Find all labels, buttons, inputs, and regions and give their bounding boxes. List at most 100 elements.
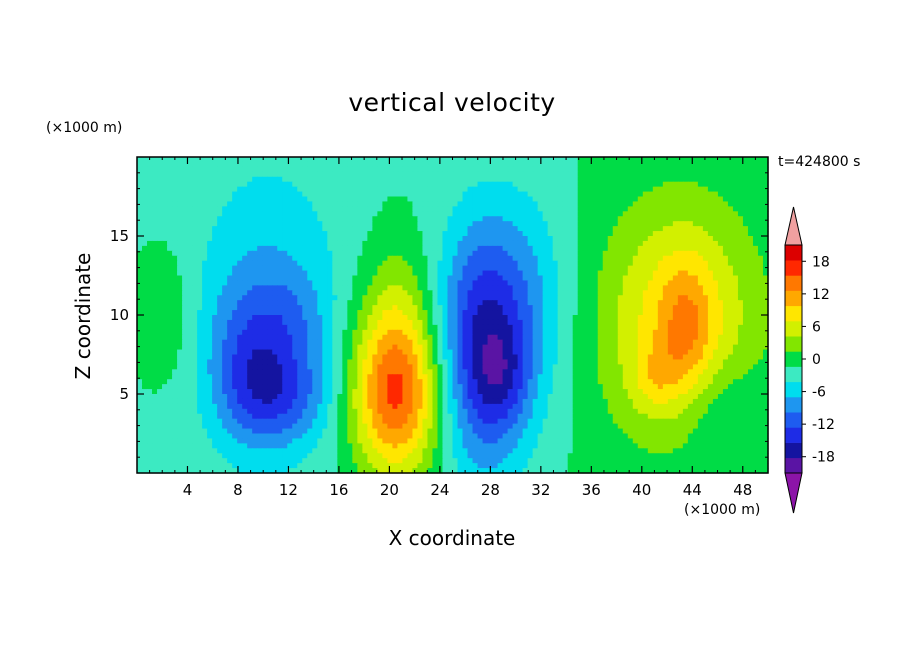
contour-cell bbox=[567, 300, 574, 306]
contour-cell bbox=[502, 166, 509, 173]
contour-cell bbox=[517, 349, 524, 356]
contour-cell bbox=[597, 334, 604, 341]
contour-cell bbox=[292, 250, 298, 257]
contour-cell bbox=[197, 290, 203, 296]
contour-cell bbox=[197, 349, 203, 356]
contour-cell bbox=[622, 334, 629, 341]
contour-cell bbox=[337, 310, 343, 316]
contour-cell bbox=[357, 339, 363, 346]
contour-cell bbox=[367, 231, 373, 237]
contour-cell bbox=[172, 231, 178, 237]
contour-cell bbox=[712, 270, 719, 277]
contour-cell bbox=[207, 206, 213, 212]
contour-cell bbox=[172, 324, 178, 331]
contour-cell bbox=[257, 280, 263, 286]
contour-cell bbox=[712, 329, 719, 336]
contour-cell bbox=[752, 221, 759, 227]
contour-cell bbox=[242, 171, 248, 178]
contour-cell bbox=[547, 245, 554, 252]
contour-cell bbox=[722, 236, 729, 242]
contour-cell bbox=[552, 300, 559, 306]
contour-cell bbox=[602, 240, 609, 247]
contour-cell bbox=[652, 240, 659, 247]
contour-cell bbox=[722, 176, 729, 183]
contour-cell bbox=[272, 255, 278, 262]
contour-cell bbox=[237, 305, 243, 311]
contour-cell bbox=[417, 186, 424, 193]
contour-cell bbox=[622, 329, 629, 336]
contour-cell bbox=[312, 285, 318, 291]
contour-cell bbox=[522, 339, 529, 346]
contour-cell bbox=[352, 324, 358, 331]
contour-cell bbox=[702, 201, 709, 207]
contour-cell bbox=[227, 231, 233, 237]
contour-cell bbox=[517, 275, 524, 282]
contour-cell bbox=[722, 324, 729, 331]
contour-cell bbox=[442, 231, 449, 237]
contour-cell bbox=[472, 280, 479, 286]
contour-cell bbox=[382, 201, 388, 207]
contour-cell bbox=[692, 280, 699, 286]
contour-cell bbox=[622, 295, 629, 301]
contour-cell bbox=[462, 270, 469, 277]
contour-cell bbox=[247, 270, 253, 277]
contour-cell bbox=[762, 245, 769, 252]
contour-cell bbox=[742, 176, 749, 183]
contour-cell bbox=[367, 161, 373, 168]
contour-cell bbox=[452, 319, 459, 326]
contour-cell bbox=[387, 245, 394, 252]
contour-cell bbox=[577, 319, 584, 326]
contour-cell bbox=[267, 176, 273, 183]
contour-cell bbox=[457, 211, 464, 217]
contour-cell bbox=[287, 255, 293, 262]
contour-cell bbox=[572, 191, 579, 198]
contour-cell bbox=[712, 285, 719, 291]
contour-cell bbox=[342, 196, 348, 203]
contour-cell bbox=[512, 339, 519, 346]
contour-cell bbox=[547, 334, 554, 341]
contour-cell bbox=[452, 324, 459, 331]
contour-cell bbox=[352, 211, 358, 217]
contour-cell bbox=[652, 231, 659, 237]
contour-cell bbox=[312, 236, 318, 242]
contour-cell bbox=[512, 344, 519, 351]
contour-cell bbox=[172, 201, 178, 207]
contour-cell bbox=[377, 171, 383, 178]
contour-cell bbox=[702, 255, 709, 262]
contour-cell bbox=[142, 334, 148, 341]
contour-cell bbox=[292, 349, 298, 356]
contour-cell bbox=[197, 176, 203, 183]
contour-cell bbox=[177, 171, 183, 178]
contour-cell bbox=[187, 300, 193, 306]
contour-cell bbox=[667, 240, 674, 247]
contour-cell bbox=[462, 166, 469, 173]
contour-cell bbox=[297, 270, 303, 277]
contour-cell bbox=[542, 157, 549, 163]
contour-cell bbox=[552, 211, 559, 217]
contour-cell bbox=[357, 344, 363, 351]
contour-cell bbox=[267, 339, 273, 346]
contour-cell bbox=[472, 295, 479, 301]
contour-cell bbox=[147, 270, 153, 277]
contour-cell bbox=[737, 334, 744, 341]
contour-cell bbox=[342, 319, 348, 326]
contour-cell bbox=[252, 236, 258, 242]
contour-cell bbox=[562, 305, 569, 311]
contour-cell bbox=[592, 339, 599, 346]
contour-cell bbox=[182, 250, 188, 257]
contour-cell bbox=[442, 319, 449, 326]
contour-cell bbox=[452, 310, 459, 316]
contour-cell bbox=[477, 339, 484, 346]
contour-cell bbox=[507, 339, 514, 346]
contour-cell bbox=[147, 344, 153, 351]
contour-cell bbox=[582, 176, 589, 183]
contour-cell bbox=[267, 166, 273, 173]
contour-cell bbox=[372, 196, 378, 203]
contour-cell bbox=[617, 186, 624, 193]
contour-cell bbox=[762, 240, 769, 247]
contour-cell bbox=[172, 186, 178, 193]
contour-cell bbox=[332, 206, 338, 212]
contour-cell bbox=[717, 280, 724, 286]
contour-cell bbox=[287, 270, 293, 277]
contour-cell bbox=[437, 295, 444, 301]
